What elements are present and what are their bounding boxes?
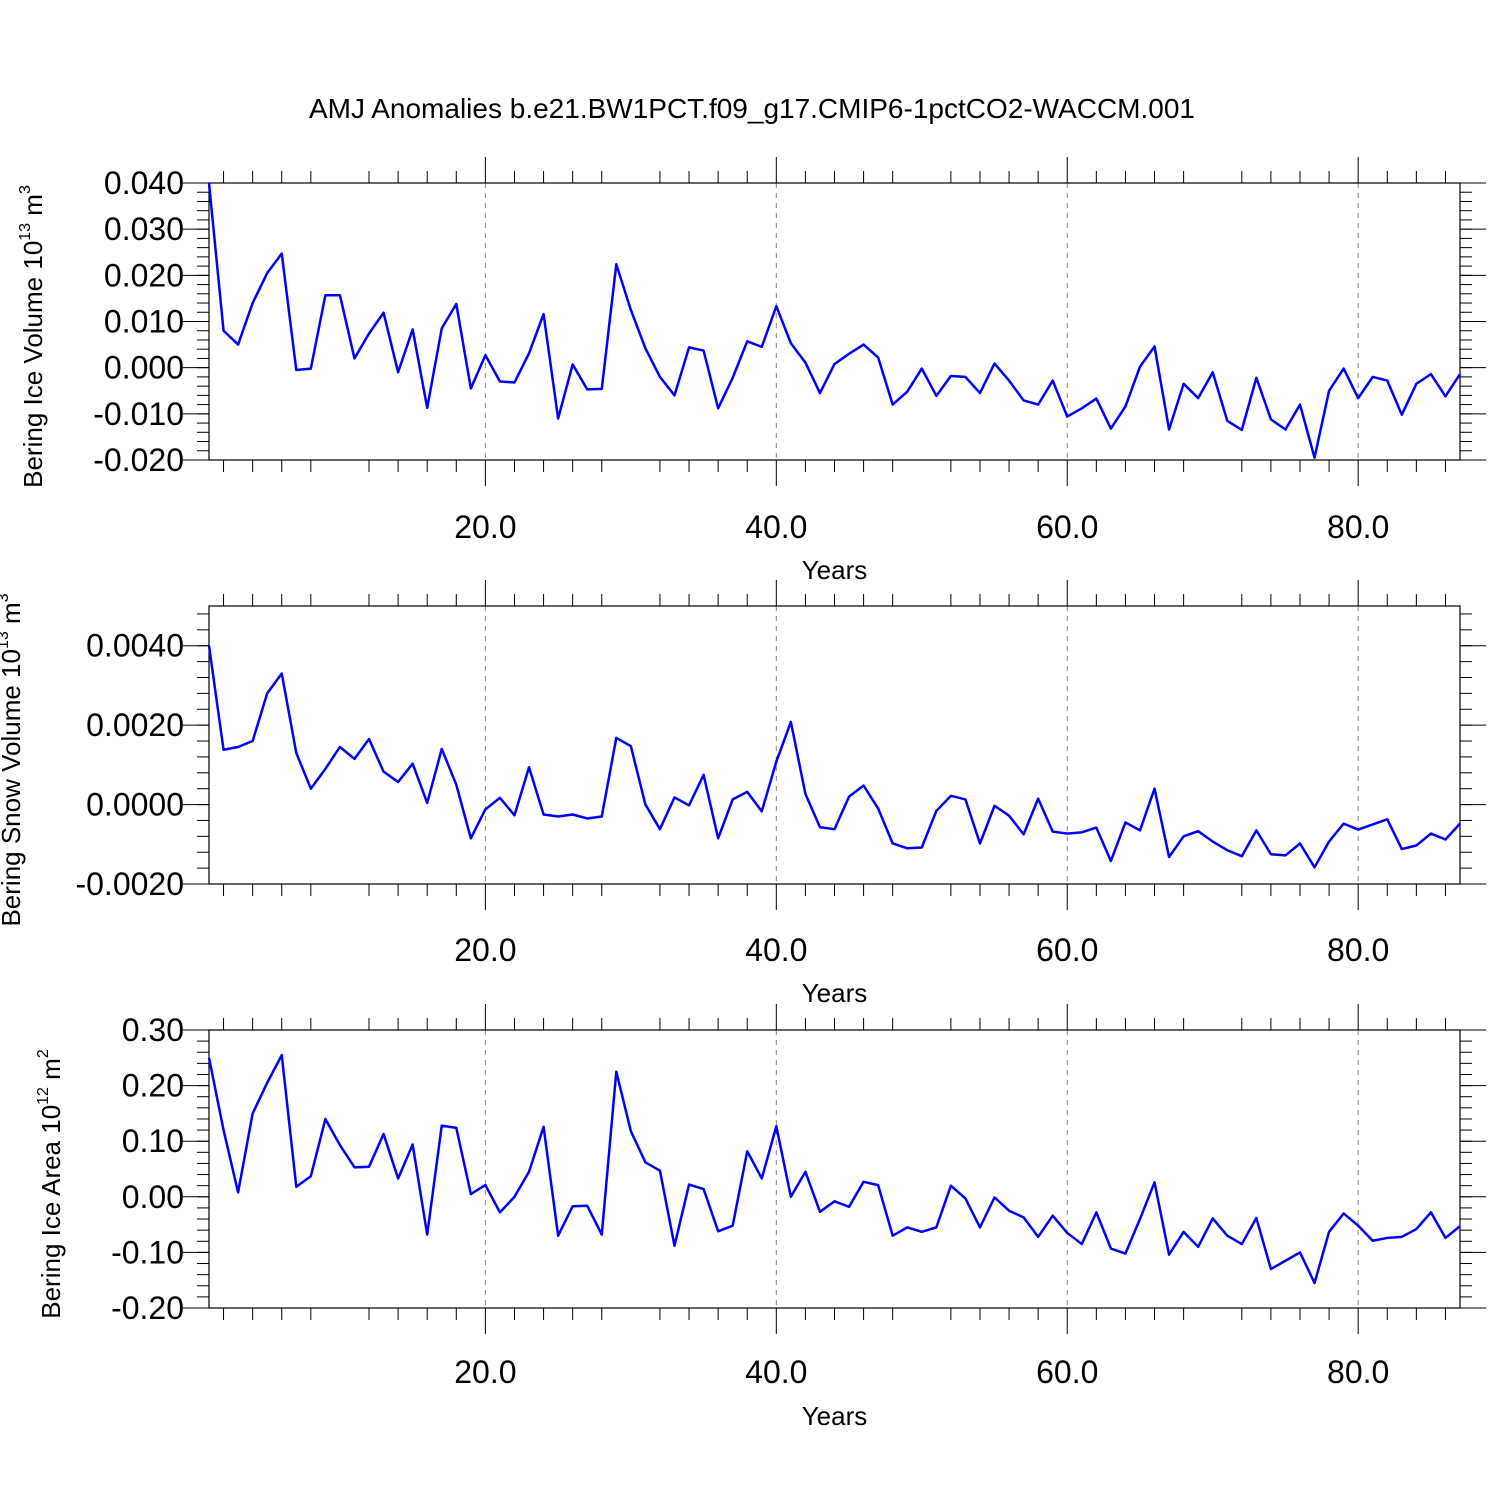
y-axis-label: Bering Snow Volume 1013 m3 — [0, 593, 26, 926]
y-tick-label: 0.010 — [104, 304, 184, 340]
panel-3: 0.30 0.20 0.10 0.00 -0.10 -0.20 20.0 40.0 60.0 80… — [35, 1004, 1486, 1431]
y-tick-label: 0.10 — [122, 1123, 184, 1159]
x-axis-label: Years — [802, 978, 868, 1008]
y-tick-label: 0.30 — [122, 1012, 184, 1048]
y-axis-label: Bering Ice Area 1012 m2 — [35, 1049, 66, 1319]
x-tick-label: 20.0 — [454, 1354, 516, 1390]
y-tick-label: 0.0040 — [86, 628, 184, 664]
y-tick-label: 0.020 — [104, 257, 184, 293]
y-tick-label: 0.000 — [104, 350, 184, 386]
y-axis-label: Bering Ice Volume 1013 m3 — [17, 185, 48, 488]
x-tick-label: 60.0 — [1036, 1354, 1098, 1390]
x-axis-label: Years — [802, 555, 868, 585]
y-tick-label: 0.040 — [104, 165, 184, 201]
x-axis-label: Years — [802, 1401, 868, 1431]
series-line — [207, 1053, 1461, 1285]
chart-panels: 0.040 0.030 0.020 0.010 0.000 -0.010 -0.020 20.… — [0, 157, 1486, 1431]
plot-frame — [208, 182, 1461, 461]
y-tick-label: 0.0020 — [86, 707, 184, 743]
y-tick-label: -0.10 — [111, 1234, 184, 1270]
y-tick-label: 0.0000 — [86, 787, 184, 823]
panel-2: 0.0040 0.0020 0.0000 -0.0020 20.0 40.0 60.0 80.… — [0, 580, 1486, 1008]
panel-1: 0.040 0.030 0.020 0.010 0.000 -0.010 -0.020 20.… — [17, 157, 1486, 585]
plot-frame — [208, 605, 1461, 885]
x-tick-label: 40.0 — [745, 1354, 807, 1390]
x-tick-label: 60.0 — [1036, 932, 1098, 968]
series-line — [207, 182, 1462, 459]
y-tick-label: -0.20 — [111, 1290, 184, 1326]
y-tick-label: -0.020 — [93, 442, 184, 478]
y-tick-label: -0.0020 — [75, 866, 184, 902]
y-tick-label: -0.010 — [93, 396, 184, 432]
x-tick-label: 60.0 — [1036, 509, 1098, 545]
x-tick-label: 80.0 — [1327, 509, 1389, 545]
x-tick-label: 40.0 — [745, 932, 807, 968]
x-tick-label: 40.0 — [745, 509, 807, 545]
y-tick-label: 0.030 — [104, 211, 184, 247]
plot-frame — [208, 1029, 1461, 1309]
chart-title: AMJ Anomalies b.e21.BW1PCT.f09_g17.CMIP6… — [309, 93, 1195, 124]
x-tick-label: 80.0 — [1327, 1354, 1389, 1390]
x-tick-label: 20.0 — [454, 932, 516, 968]
series-line — [207, 645, 1461, 869]
y-tick-label: 0.20 — [122, 1068, 184, 1104]
x-tick-label: 80.0 — [1327, 932, 1389, 968]
y-tick-label: 0.00 — [122, 1179, 184, 1215]
x-tick-label: 20.0 — [454, 509, 516, 545]
